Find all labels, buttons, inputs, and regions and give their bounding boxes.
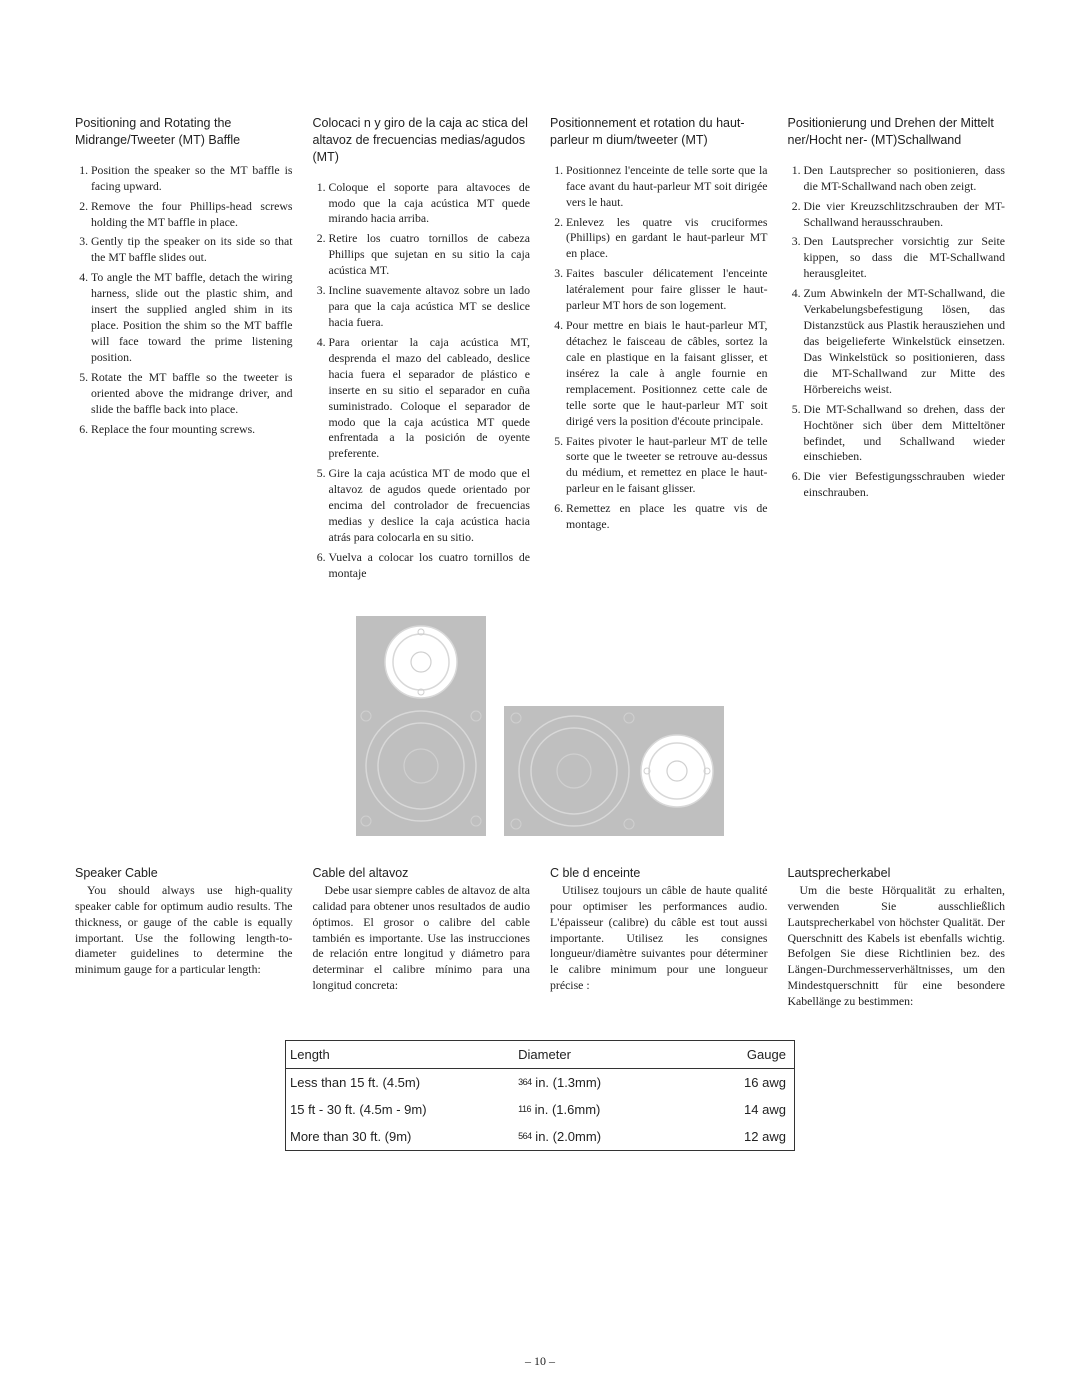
cell-gauge: 16 awg xyxy=(687,1075,786,1090)
table-header-row: Length Diameter Gauge xyxy=(286,1041,794,1069)
cell-gauge: 14 awg xyxy=(687,1102,786,1117)
cell-gauge: 12 awg xyxy=(687,1129,786,1144)
cable-col-de: Lautsprecherkabel Um die beste Hörqualit… xyxy=(788,866,1006,1010)
cable-gauge-table: Length Diameter Gauge Less than 15 ft. (… xyxy=(285,1040,795,1151)
cable-columns: Speaker Cable You should always use high… xyxy=(75,866,1005,1010)
step: Incline suavemente altavoz sobre un lado… xyxy=(329,283,531,331)
step: Vuelva a colocar los cuatro tornillos de… xyxy=(329,550,531,582)
cable-body-fr: Utilisez toujours un câble de haute qual… xyxy=(550,883,768,994)
cell-length: More than 30 ft. (9m) xyxy=(290,1129,518,1144)
step: Rotate the MT baffle so the tweeter is o… xyxy=(91,370,293,418)
step: Den Lautsprecher so positionieren, dass … xyxy=(804,163,1006,195)
col-de: Positionierung und Drehen der Mittelt ne… xyxy=(788,115,1006,586)
th-length: Length xyxy=(290,1047,518,1062)
step: Den Lautsprecher vorsichtig zur Seite ki… xyxy=(804,234,1006,282)
step: Faites basculer délicatement l'enceinte … xyxy=(566,266,768,314)
step: Remettez en place les quatre vis de mont… xyxy=(566,501,768,533)
speaker-vertical-icon xyxy=(356,616,486,836)
cable-body-es: Debe usar siempre cables de altavoz de a… xyxy=(313,883,531,994)
th-diameter: Diameter xyxy=(518,1047,687,1062)
steps-de: Den Lautsprecher so positionieren, dass … xyxy=(788,163,1006,501)
step: Replace the four mounting screws. xyxy=(91,422,293,438)
step: Faites pivoter le haut-parleur MT de tel… xyxy=(566,434,768,498)
cable-col-es: Cable del altavoz Debe usar siempre cabl… xyxy=(313,866,531,1010)
heading-de: Positionierung und Drehen der Mittelt ne… xyxy=(788,115,1006,149)
heading-fr: Positionnement et rotation du haut-parle… xyxy=(550,115,768,149)
cell-diameter: 564 in. (2.0mm) xyxy=(518,1129,687,1144)
cable-heading-de: Lautsprecherkabel xyxy=(788,866,1006,880)
table-row: Less than 15 ft. (4.5m) 364 in. (1.3mm) … xyxy=(286,1069,794,1096)
cell-length: Less than 15 ft. (4.5m) xyxy=(290,1075,518,1090)
step: Coloque el soporte para altavoces de mod… xyxy=(329,180,531,228)
cell-length: 15 ft - 30 ft. (4.5m - 9m) xyxy=(290,1102,518,1117)
cable-body-en: You should always use high-quality speak… xyxy=(75,883,293,979)
instructions-columns: Positioning and Rotating the Midrange/Tw… xyxy=(75,115,1005,586)
col-es: Colocaci n y giro de la caja ac stica de… xyxy=(313,115,531,586)
cell-diameter: 116 in. (1.6mm) xyxy=(518,1102,687,1117)
cable-heading-fr: C ble d enceinte xyxy=(550,866,768,880)
table-row: 15 ft - 30 ft. (4.5m - 9m) 116 in. (1.6m… xyxy=(286,1096,794,1123)
step: Gently tip the speaker on its side so th… xyxy=(91,234,293,266)
steps-en: Position the speaker so the MT baffle is… xyxy=(75,163,293,438)
cable-col-en: Speaker Cable You should always use high… xyxy=(75,866,293,1010)
cell-diameter: 364 in. (1.3mm) xyxy=(518,1075,687,1090)
cable-body-de: Um die beste Hörqualität zu erhalten, ve… xyxy=(788,883,1006,1010)
step: Die vier Kreuzschlitzschrauben der MT-Sc… xyxy=(804,199,1006,231)
col-en: Positioning and Rotating the Midrange/Tw… xyxy=(75,115,293,586)
col-fr: Positionnement et rotation du haut-parle… xyxy=(550,115,768,586)
speaker-horizontal-icon xyxy=(504,706,724,836)
speaker-figure xyxy=(75,616,1005,836)
steps-fr: Positionnez l'enceinte de telle sorte qu… xyxy=(550,163,768,533)
step: Die MT-Schallwand so drehen, dass der Ho… xyxy=(804,402,1006,466)
cable-col-fr: C ble d enceinte Utilisez toujours un câ… xyxy=(550,866,768,1010)
cable-heading-en: Speaker Cable xyxy=(75,866,293,880)
step: Die vier Befestigungsschrauben wieder ei… xyxy=(804,469,1006,501)
cable-heading-es: Cable del altavoz xyxy=(313,866,531,880)
step: Pour mettre en biais le haut-parleur MT,… xyxy=(566,318,768,429)
steps-es: Coloque el soporte para altavoces de mod… xyxy=(313,180,531,582)
page-number: – 10 – xyxy=(0,1354,1080,1369)
step: Position the speaker so the MT baffle is… xyxy=(91,163,293,195)
step: Gire la caja acústica MT de modo que el … xyxy=(329,466,531,546)
step: Remove the four Phillips-head screws hol… xyxy=(91,199,293,231)
step: To angle the MT baffle, detach the wirin… xyxy=(91,270,293,366)
table-row: More than 30 ft. (9m) 564 in. (2.0mm) 12… xyxy=(286,1123,794,1150)
step: Zum Abwinkeln der MT-Schallwand, die Ver… xyxy=(804,286,1006,397)
step: Retire los cuatro tornillos de cabeza Ph… xyxy=(329,231,531,279)
step: Enlevez les quatre vis cruciformes (Phil… xyxy=(566,215,768,263)
heading-en: Positioning and Rotating the Midrange/Tw… xyxy=(75,115,293,149)
step: Positionnez l'enceinte de telle sorte qu… xyxy=(566,163,768,211)
th-gauge: Gauge xyxy=(687,1047,786,1062)
step: Para orientar la caja acústica MT, despr… xyxy=(329,335,531,462)
heading-es: Colocaci n y giro de la caja ac stica de… xyxy=(313,115,531,166)
